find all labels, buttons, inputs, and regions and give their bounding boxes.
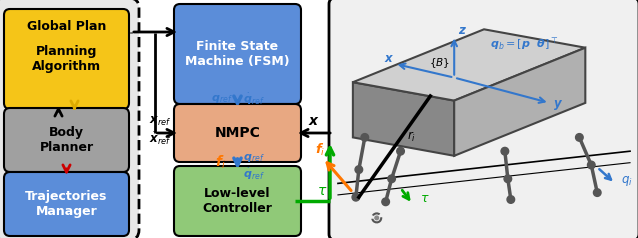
Text: Body
Planner: Body Planner [40, 126, 94, 154]
Text: $\tau$: $\tau$ [317, 184, 328, 198]
Text: $\boldsymbol{q}_{ref}$: $\boldsymbol{q}_{ref}$ [242, 152, 264, 164]
FancyBboxPatch shape [0, 0, 139, 238]
FancyBboxPatch shape [4, 172, 129, 236]
Text: $\{B\}$: $\{B\}$ [429, 56, 450, 70]
Circle shape [593, 189, 601, 196]
Text: Low-level
Controller: Low-level Controller [202, 187, 272, 215]
Circle shape [361, 134, 369, 141]
Polygon shape [353, 82, 454, 156]
Text: y: y [554, 97, 561, 110]
Text: $q_i$: $q_i$ [621, 174, 633, 188]
Text: $\dot{\boldsymbol{q}}_{ref}$: $\dot{\boldsymbol{q}}_{ref}$ [242, 91, 264, 107]
Text: $\boldsymbol{x}$: $\boldsymbol{x}$ [308, 114, 320, 128]
Text: $\boldsymbol{q}_{ref}$: $\boldsymbol{q}_{ref}$ [211, 93, 232, 105]
Text: $\boldsymbol{x}_{ref}$: $\boldsymbol{x}_{ref}$ [149, 114, 172, 128]
Circle shape [352, 193, 360, 201]
FancyBboxPatch shape [4, 9, 129, 109]
Circle shape [397, 147, 404, 155]
Text: NMPC: NMPC [214, 126, 260, 140]
Text: $r_i$: $r_i$ [406, 130, 415, 144]
Text: x: x [385, 52, 392, 65]
Polygon shape [353, 29, 585, 101]
Text: Planning
Algorithm: Planning Algorithm [32, 45, 101, 73]
FancyBboxPatch shape [329, 0, 638, 238]
Text: Trajectories
Manager: Trajectories Manager [26, 190, 108, 218]
Text: $\tau$: $\tau$ [420, 192, 430, 205]
Text: $\dot{\boldsymbol{q}}_{ref}$: $\dot{\boldsymbol{q}}_{ref}$ [242, 166, 264, 182]
Circle shape [501, 147, 508, 155]
Circle shape [388, 175, 396, 183]
Circle shape [375, 216, 378, 220]
FancyBboxPatch shape [174, 166, 301, 236]
Text: z: z [458, 24, 465, 37]
FancyBboxPatch shape [4, 108, 129, 172]
Text: Finite State
Machine (FSM): Finite State Machine (FSM) [185, 40, 290, 68]
FancyBboxPatch shape [174, 4, 301, 104]
Circle shape [588, 161, 595, 169]
Circle shape [382, 198, 389, 206]
Text: Global Plan: Global Plan [27, 20, 106, 33]
Circle shape [575, 134, 583, 141]
Circle shape [504, 175, 512, 183]
Text: $\boldsymbol{q}_b = [\boldsymbol{p}\ \ \boldsymbol{\theta}]^\top$: $\boldsymbol{q}_b = [\boldsymbol{p}\ \ \… [490, 37, 558, 53]
FancyBboxPatch shape [174, 104, 301, 162]
Polygon shape [454, 48, 585, 156]
Circle shape [507, 196, 515, 203]
Text: $\boldsymbol{f}_i$: $\boldsymbol{f}_i$ [214, 153, 225, 171]
Circle shape [355, 166, 362, 174]
Text: $\boldsymbol{f}_i$: $\boldsymbol{f}_i$ [315, 142, 325, 158]
Text: $\dot{\boldsymbol{x}}_{ref}$: $\dot{\boldsymbol{x}}_{ref}$ [149, 131, 172, 147]
